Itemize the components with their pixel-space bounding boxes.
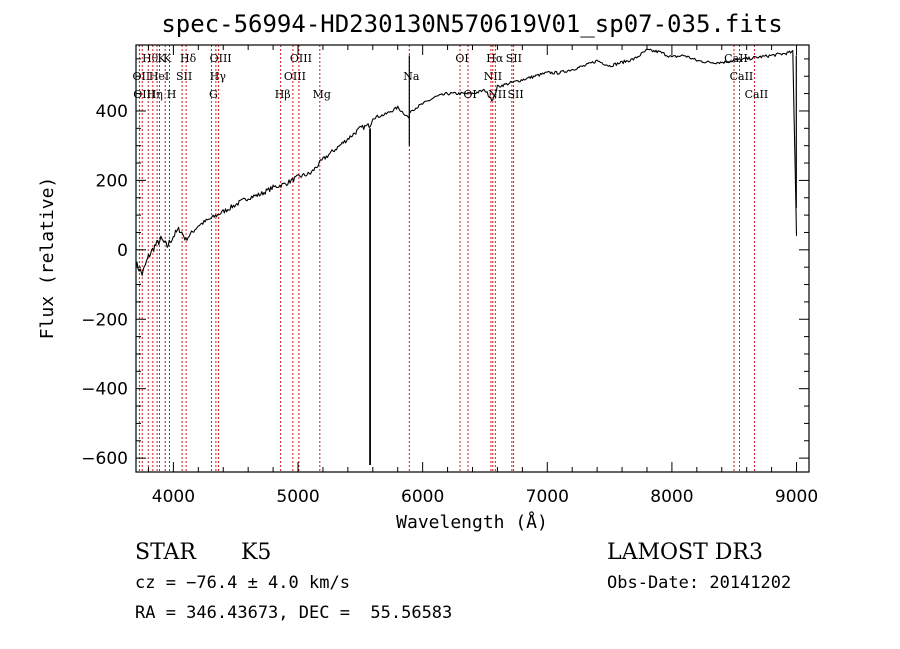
coordinates-readout: RA = 346.43673, DEC = 55.56583 [135, 603, 453, 623]
line-label: Hδ [180, 52, 197, 65]
spectral-subclass: K5 [241, 540, 272, 565]
line-label: Hη [147, 88, 163, 101]
line-label: OIII [284, 70, 306, 83]
line-label: HeI [149, 70, 169, 83]
x-axis-label: Wavelength (Å) [396, 511, 548, 533]
x-tick-label: 6000 [401, 487, 444, 507]
redshift-readout: cz = −76.4 ± 4.0 km/s [135, 573, 350, 593]
spectral-line-markers: OII OIII Hθ Hη HeI KK H SII Hδ G Hγ OIII Hβ OIII OIII M… [133, 45, 769, 472]
y-tick-label: 400 [96, 102, 128, 122]
plot-frame [135, 44, 810, 473]
survey-name: LAMOST DR3 [607, 540, 763, 565]
y-tick-label: −400 [81, 380, 128, 400]
line-label: OII [133, 70, 151, 83]
y-axis: −600 −400 −200 0 200 400 [81, 58, 809, 469]
line-label: CaII [730, 70, 754, 83]
line-label: G [209, 88, 218, 101]
x-tick-label: 9000 [775, 487, 818, 507]
x-tick-label: 5000 [276, 487, 319, 507]
line-label: H [167, 88, 177, 101]
line-label: K [157, 52, 166, 65]
line-label: SII [508, 88, 524, 101]
line-label: CaII [745, 88, 769, 101]
line-label: OIII [290, 52, 312, 65]
x-tick-label: 4000 [152, 487, 195, 507]
line-label: Mg [313, 88, 331, 101]
x-tick-label: 7000 [526, 487, 569, 507]
x-axis: 4000 5000 6000 7000 8000 9000 [147, 45, 818, 507]
line-label: Hγ [210, 70, 227, 83]
spectrum-layer [135, 48, 798, 276]
y-tick-label: −600 [81, 449, 128, 469]
line-label: Na [403, 70, 420, 83]
line-label: OIII [210, 52, 232, 65]
y-tick-label: 200 [96, 171, 128, 191]
line-label: OI [463, 88, 476, 101]
spectrum-line [135, 48, 798, 276]
line-label: NII [488, 88, 506, 101]
spectrum-spikes [369, 55, 797, 466]
line-label: SII [176, 70, 192, 83]
y-tick-label: 0 [117, 241, 128, 261]
x-tick-label: 8000 [650, 487, 693, 507]
line-label: K [163, 52, 172, 65]
obs-date: Obs-Date: 20141202 [607, 573, 792, 593]
line-label: Hβ [275, 88, 291, 101]
line-label: OIII [133, 88, 155, 101]
line-label: OI [455, 52, 468, 65]
chart-title: spec-56994-HD230130N570619V01_sp07-035.f… [161, 10, 782, 38]
line-label: Hθ [142, 52, 159, 65]
line-label: NII [484, 70, 502, 83]
object-class: STAR [135, 540, 196, 565]
y-axis-label: Flux (relative) [37, 177, 58, 340]
y-tick-label: −200 [81, 310, 128, 330]
